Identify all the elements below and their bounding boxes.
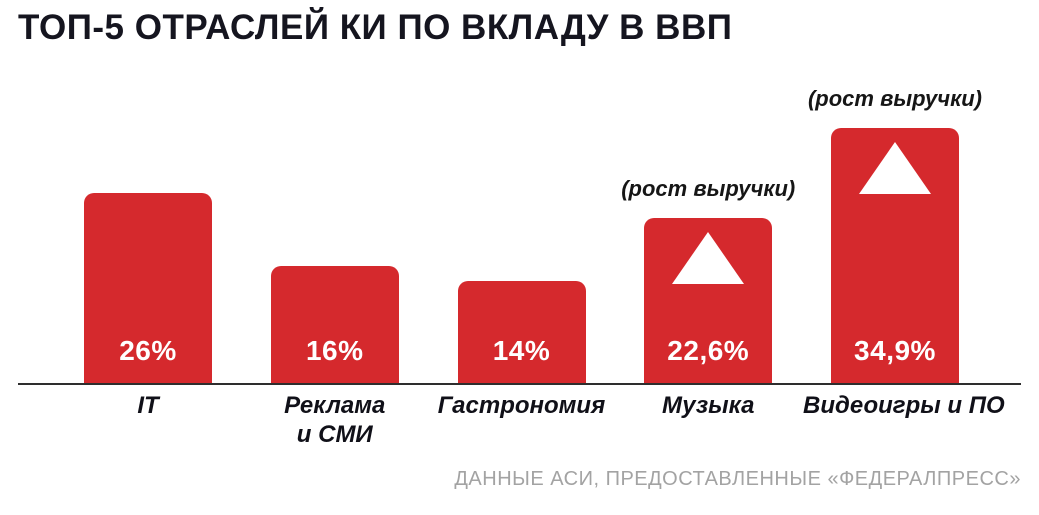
bar-column: 14%: [430, 0, 614, 383]
bar-column: (рост выручки) 34,9%: [803, 0, 987, 383]
category-label: Реклама и СМИ: [284, 392, 386, 448]
bar: 16%: [270, 266, 399, 383]
growth-triangle-icon: [859, 142, 931, 194]
bar-value-label: 26%: [119, 335, 177, 366]
bar: 14%: [457, 281, 586, 383]
bar: 26%: [84, 193, 212, 383]
source-credit: ДАННЫЕ АСИ, ПРЕДОСТАВЛЕННЫЕ «ФЕДЕРАЛПРЕС…: [454, 468, 1021, 490]
bar-chart: 26% 16% 14% (рост выручки) 22,6% (рост выручк…: [18, 0, 1021, 385]
bar-value-label: 14%: [492, 335, 551, 366]
category-label: IT: [137, 392, 159, 419]
category-label: Гастрономия: [437, 392, 606, 419]
bar: 22,6%: [644, 218, 773, 383]
category-label: Видеоигры и ПО: [803, 392, 1005, 419]
growth-annotation: (рост выручки): [621, 176, 796, 201]
bar-column: (рост выручки) 22,6%: [616, 0, 800, 383]
growth-annotation: (рост выручки): [807, 86, 983, 111]
bar-column: 16%: [243, 0, 427, 383]
bar-value-label: 34,9%: [854, 335, 936, 366]
bar-column: 26%: [56, 0, 240, 383]
bar: 34,9%: [831, 128, 959, 383]
category-label: Музыка: [662, 392, 755, 419]
axis-baseline: [18, 383, 1021, 385]
category-labels-row: IT Реклама и СМИ Гастрономия Музыка Видеоигр…: [56, 392, 1005, 450]
bars-area: 26% 16% 14% (рост выручки) 22,6% (рост выручк…: [56, 0, 987, 383]
page-title: ТОП-5 ОТРАСЛЕЙ КИ ПО ВКЛАДУ В ВВП: [18, 8, 733, 47]
growth-triangle-icon: [672, 232, 745, 284]
bar-value-label: 16%: [305, 335, 364, 366]
bar-value-label: 22,6%: [667, 335, 750, 366]
